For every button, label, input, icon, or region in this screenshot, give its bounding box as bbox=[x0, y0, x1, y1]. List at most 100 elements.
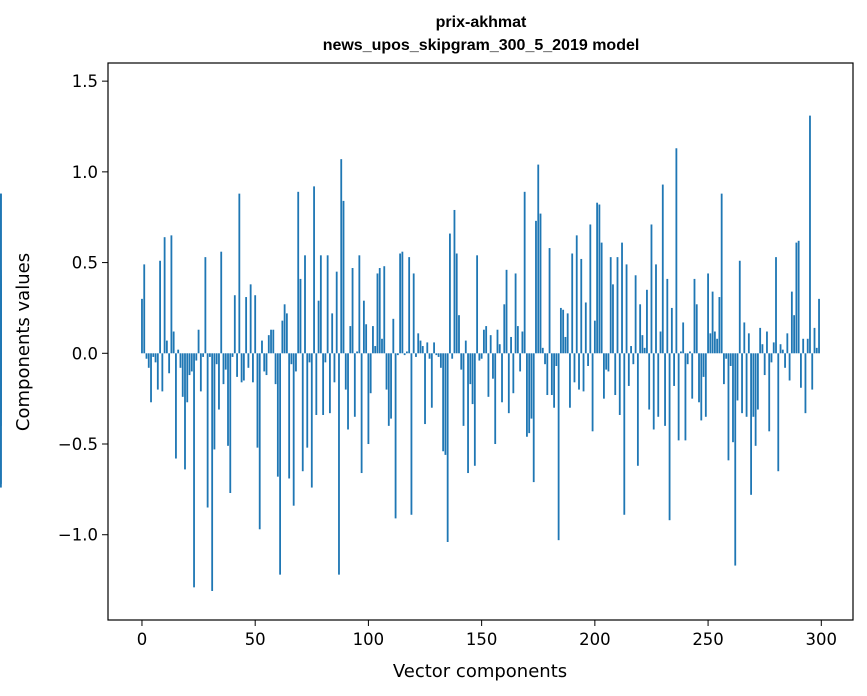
bar bbox=[521, 331, 524, 354]
bar bbox=[272, 329, 275, 354]
bar bbox=[467, 353, 469, 474]
bar bbox=[763, 353, 766, 376]
bar bbox=[342, 200, 345, 354]
bar bbox=[775, 257, 777, 354]
bar bbox=[444, 353, 447, 455]
bar bbox=[605, 353, 608, 370]
bar bbox=[786, 333, 789, 354]
bar bbox=[800, 353, 802, 388]
bar bbox=[734, 353, 737, 566]
bar bbox=[589, 224, 592, 354]
bar bbox=[163, 237, 166, 354]
bar bbox=[331, 313, 334, 354]
bar bbox=[578, 353, 580, 390]
bar bbox=[283, 304, 286, 354]
bar bbox=[315, 353, 318, 415]
bar bbox=[247, 353, 250, 368]
bar bbox=[646, 289, 648, 354]
bar bbox=[301, 353, 304, 472]
bar bbox=[580, 258, 583, 354]
y-tick-label: 0.0 bbox=[72, 344, 98, 363]
bar bbox=[650, 224, 653, 354]
x-axis: 0 50 100 150 200 250 300 bbox=[137, 620, 837, 649]
bar bbox=[281, 320, 284, 354]
bar bbox=[460, 353, 463, 370]
bar bbox=[689, 351, 691, 354]
bar bbox=[385, 353, 388, 390]
bar bbox=[815, 347, 818, 354]
x-tick-label: 300 bbox=[806, 630, 838, 649]
bar bbox=[208, 353, 211, 357]
bar bbox=[532, 353, 535, 483]
bar bbox=[691, 353, 694, 399]
bar bbox=[818, 298, 820, 354]
bar bbox=[154, 353, 157, 363]
bar bbox=[566, 313, 569, 354]
bar bbox=[612, 284, 614, 354]
bar bbox=[181, 353, 184, 397]
bar bbox=[795, 242, 798, 354]
bar bbox=[231, 353, 234, 357]
bar bbox=[421, 346, 424, 354]
bar bbox=[190, 353, 193, 372]
bar bbox=[419, 340, 422, 354]
bar bbox=[168, 353, 171, 374]
bar bbox=[442, 353, 445, 452]
bar bbox=[548, 248, 551, 354]
bar bbox=[788, 353, 791, 381]
bar bbox=[306, 353, 309, 448]
bar bbox=[254, 295, 257, 354]
bar bbox=[349, 326, 352, 354]
bar bbox=[193, 353, 195, 588]
bar bbox=[682, 322, 685, 354]
bar bbox=[747, 333, 750, 354]
bar bbox=[360, 353, 363, 474]
bar bbox=[449, 233, 451, 354]
bar bbox=[310, 353, 313, 488]
bar bbox=[406, 351, 408, 354]
bar bbox=[598, 204, 601, 354]
bar bbox=[177, 349, 180, 354]
bar bbox=[412, 273, 415, 354]
bar bbox=[587, 353, 589, 366]
bar bbox=[482, 329, 485, 354]
bar bbox=[439, 353, 442, 368]
bar bbox=[707, 273, 709, 354]
y-axis-label: Components values bbox=[13, 253, 34, 431]
bar bbox=[501, 353, 503, 403]
bar bbox=[725, 353, 728, 359]
bar bbox=[781, 349, 784, 354]
bar bbox=[736, 353, 739, 401]
bar bbox=[528, 353, 531, 434]
bar bbox=[745, 353, 748, 417]
bar bbox=[279, 353, 281, 575]
bar bbox=[802, 338, 805, 354]
bar bbox=[202, 353, 205, 357]
bar bbox=[503, 304, 506, 354]
bar bbox=[165, 340, 168, 354]
bar bbox=[616, 257, 619, 354]
bar bbox=[172, 331, 175, 354]
bar bbox=[471, 353, 474, 405]
bar bbox=[716, 338, 719, 354]
bar bbox=[738, 260, 741, 354]
bar bbox=[727, 353, 730, 461]
bar bbox=[623, 353, 626, 515]
bar bbox=[437, 353, 440, 357]
bar bbox=[575, 235, 578, 354]
bar bbox=[729, 353, 732, 366]
bar bbox=[473, 353, 476, 466]
bar bbox=[550, 353, 553, 396]
y-tick-label: 1.0 bbox=[72, 163, 98, 182]
bar bbox=[526, 353, 528, 437]
bar bbox=[625, 264, 628, 354]
bar bbox=[236, 353, 238, 377]
bar bbox=[804, 353, 807, 414]
bar bbox=[489, 335, 492, 354]
bar bbox=[584, 302, 587, 354]
bar bbox=[809, 115, 811, 354]
bar bbox=[607, 353, 610, 372]
bar bbox=[396, 353, 399, 356]
bar bbox=[263, 353, 266, 372]
